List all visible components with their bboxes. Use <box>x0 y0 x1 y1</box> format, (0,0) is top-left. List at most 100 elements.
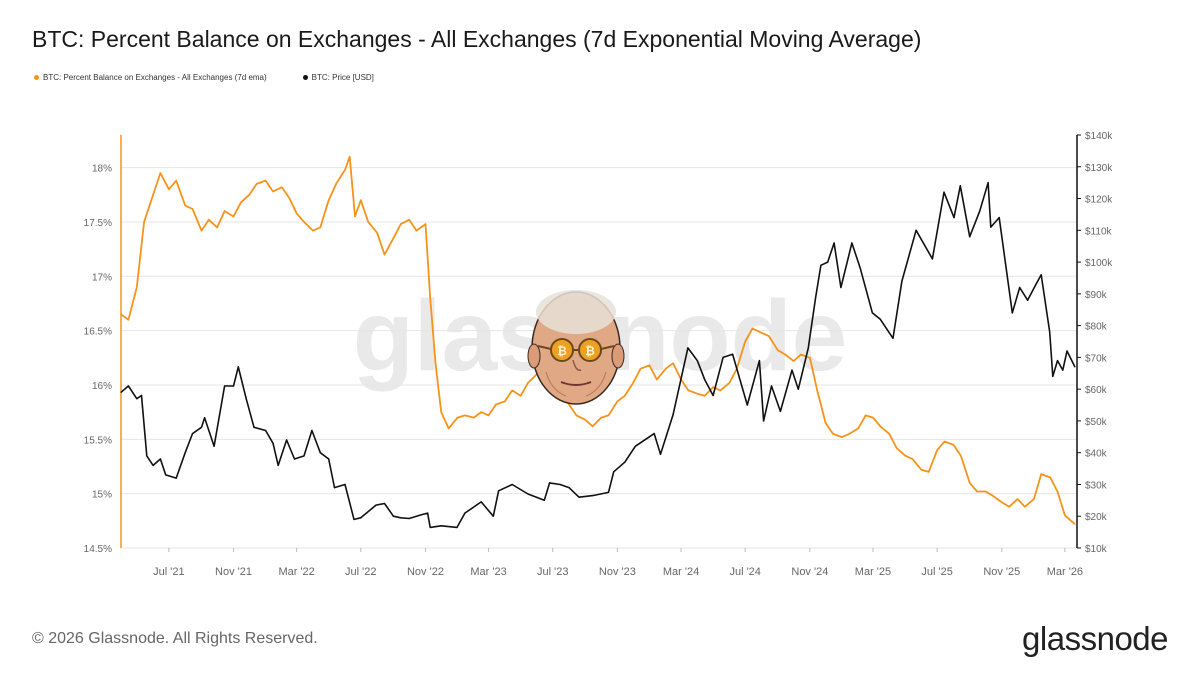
data-point-balance <box>480 411 482 413</box>
data-point-balance <box>152 194 154 196</box>
data-point-price <box>492 515 494 517</box>
data-point-price <box>272 442 274 444</box>
footer-copyright: © 2026 Glassnode. All Rights Reserved. <box>32 630 318 647</box>
data-point-balance <box>575 414 578 416</box>
data-point-balance <box>1017 498 1019 500</box>
data-point-price <box>943 191 945 193</box>
data-point-balance <box>969 482 971 484</box>
data-point-price <box>915 229 917 231</box>
data-point-balance <box>265 180 267 182</box>
charlie-munger-face-icon: ₿ ₿ <box>527 290 625 405</box>
data-point-price <box>175 477 177 479</box>
data-point-price <box>653 433 655 435</box>
data-point-price <box>427 512 429 514</box>
data-point-price <box>820 264 822 266</box>
data-point-price <box>184 452 186 454</box>
data-point-price <box>568 487 570 489</box>
legend-swatch-balance <box>34 75 39 80</box>
data-point-price <box>797 388 799 390</box>
y-left-tick-label: 15% <box>92 490 112 501</box>
data-point-balance <box>648 364 651 366</box>
data-point-balance <box>354 215 356 218</box>
data-point-balance <box>511 389 513 391</box>
legend-item-price[interactable]: BTC: Price [USD] <box>302 73 374 82</box>
data-point-price <box>1066 350 1068 352</box>
data-point-balance <box>288 197 290 199</box>
data-point-balance <box>816 389 818 391</box>
data-point-balance <box>319 226 321 228</box>
svg-text:₿: ₿ <box>585 344 595 358</box>
data-point-balance <box>434 362 437 364</box>
data-point-balance <box>312 230 314 232</box>
x-tick-label: Nov '22 <box>407 566 444 578</box>
data-point-balance <box>848 433 850 435</box>
data-point-price <box>333 487 336 489</box>
data-point-price <box>931 258 934 260</box>
data-point-price <box>543 499 545 501</box>
data-point-price <box>498 490 500 492</box>
data-point-price <box>672 414 674 416</box>
x-tick-label: Jul '21 <box>153 566 184 578</box>
footer-brand-logo[interactable]: glassnode <box>1022 620 1168 657</box>
legend-item-balance[interactable]: BTC: Percent Balance on Exchanges - All … <box>34 73 267 82</box>
x-tick-label: Mar '26 <box>1047 566 1083 578</box>
data-point-balance <box>911 458 914 460</box>
data-point-price <box>704 379 706 381</box>
data-point-balance <box>120 313 122 315</box>
data-point-price <box>807 347 809 349</box>
data-point-balance <box>1049 476 1051 478</box>
data-point-balance <box>865 414 867 416</box>
data-point-price <box>127 385 129 387</box>
data-point-price <box>245 398 247 400</box>
data-point-balance <box>1001 501 1003 503</box>
data-point-price <box>592 495 594 497</box>
data-point-price <box>344 483 346 486</box>
data-point-price <box>815 296 817 298</box>
data-point-price <box>328 458 330 460</box>
data-point-price <box>901 280 903 282</box>
data-point-balance <box>240 201 242 203</box>
data-point-price <box>696 360 698 362</box>
series-line-balance <box>120 155 1076 525</box>
data-point-price <box>191 433 194 435</box>
data-point-balance <box>687 389 690 391</box>
data-point-price <box>165 474 167 476</box>
x-axis: Jul '21 Nov '21 Mar '22 Jul '22 Nov '22 Mar '… <box>153 548 1083 578</box>
y-right-tick-label: $130k <box>1085 163 1113 174</box>
data-point-price <box>200 426 203 428</box>
data-point-price <box>136 398 138 400</box>
data-point-balance <box>272 190 274 193</box>
data-point-price <box>892 337 894 339</box>
data-point-price <box>1019 286 1021 289</box>
data-point-price <box>634 445 636 447</box>
data-point-price <box>851 242 853 244</box>
data-point-price <box>253 426 255 428</box>
data-point-price <box>953 217 955 219</box>
data-point-price <box>1040 274 1042 276</box>
x-tick-label: Nov '24 <box>791 566 828 578</box>
data-point-price <box>375 504 377 506</box>
x-tick-label: Mar '22 <box>278 566 314 578</box>
y-left-tick-label: 16.5% <box>84 327 112 338</box>
x-tick-label: Jul '25 <box>921 566 952 578</box>
data-point-balance <box>360 199 362 201</box>
data-point-price <box>353 518 355 521</box>
data-point-balance <box>429 297 431 299</box>
data-point-balance <box>200 230 203 232</box>
y-right-tick-label: $120k <box>1085 195 1113 206</box>
data-point-balance <box>495 403 497 406</box>
y-right-tick-label: $60k <box>1085 385 1108 396</box>
data-point-price <box>383 502 386 505</box>
data-point-balance <box>208 219 210 221</box>
data-point-price <box>998 217 1000 219</box>
data-point-balance <box>191 208 194 210</box>
data-point-balance <box>832 433 834 435</box>
data-point-balance <box>136 286 138 288</box>
y-axis-right: $10k $20k $30k $40k $50k $60k $70k $80k $90k $100… <box>1077 131 1113 555</box>
data-point-balance <box>696 393 698 395</box>
data-point-balance <box>712 386 714 388</box>
data-point-price <box>840 286 842 289</box>
data-point-balance <box>408 219 410 221</box>
data-point-balance <box>175 180 177 182</box>
data-point-balance <box>872 417 874 419</box>
